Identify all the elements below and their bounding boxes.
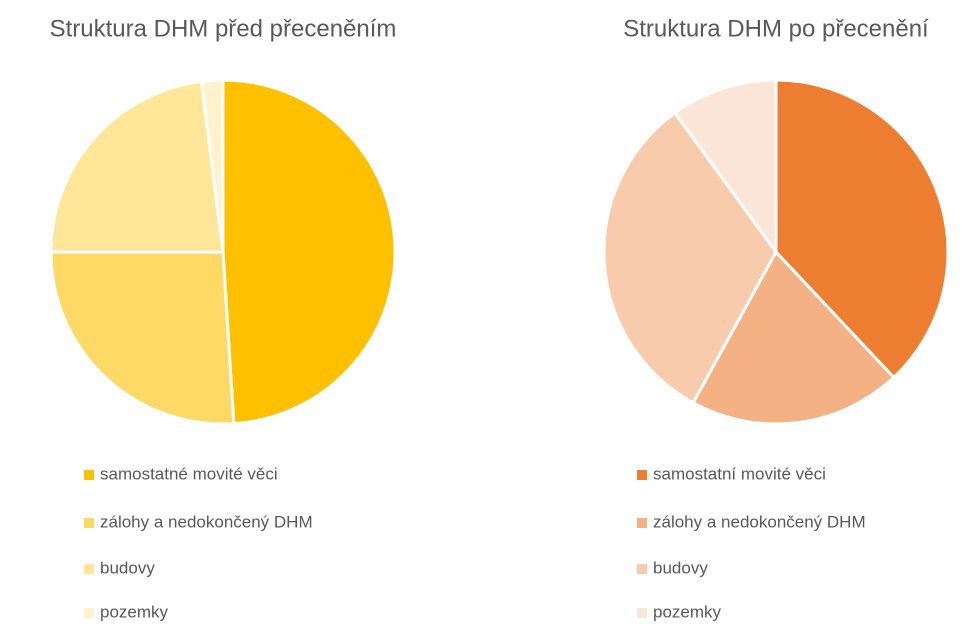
legend-marker [84,470,94,480]
legend-marker [84,608,94,618]
legend-marker [637,564,647,574]
legend-marker [84,518,94,528]
legend-label: pozemky [653,602,722,621]
pie-slice [49,79,225,254]
legend-label: budovy [100,558,155,577]
legend-label: budovy [653,558,708,577]
pie-slice [199,78,225,253]
legend-marker [637,518,647,528]
pie-slice [691,249,896,426]
legend-label: zálohy a nedokončený DHM [100,512,313,531]
chart-title: Struktura DHM po přecenění [623,15,929,42]
pie-slice [602,110,778,405]
pie-slice [672,78,778,257]
legend-label: samostatní movité věci [653,464,826,483]
legend-marker [84,564,94,574]
legend-label: samostatné movité věci [100,464,278,483]
pie-slice [774,78,950,380]
legend-label: pozemky [100,602,169,621]
legend-marker [637,470,647,480]
legend-marker [637,608,647,618]
pie-slice [49,250,236,426]
pie-slice [221,78,397,426]
legend-label: zálohy a nedokončený DHM [653,512,866,531]
chart-title: Struktura DHM před přeceněním [50,15,397,42]
